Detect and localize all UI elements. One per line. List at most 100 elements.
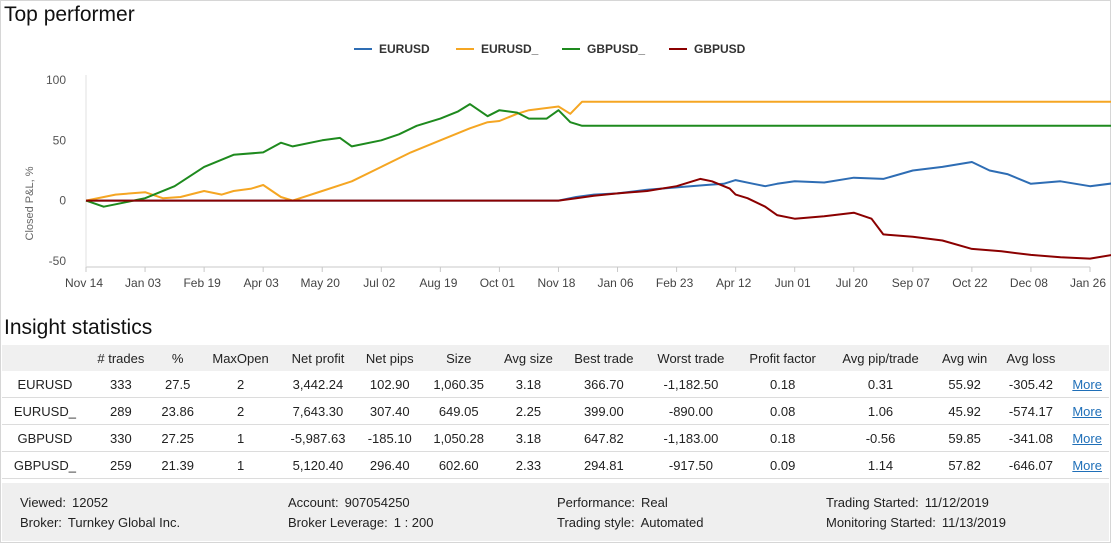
stat-cell: 307.40 bbox=[356, 397, 424, 425]
stat-cell: -917.50 bbox=[644, 451, 737, 479]
more-cell: More bbox=[1065, 397, 1109, 425]
stats-header-11: Avg pip/trade bbox=[828, 345, 933, 371]
stats-header-0 bbox=[2, 345, 88, 371]
stat-cell: 3,442.24 bbox=[279, 371, 357, 398]
series-line-eurusd-underscore bbox=[85, 100, 1111, 202]
broker-value: Turnkey Global Inc. bbox=[67, 515, 181, 530]
stat-cell: 1,060.35 bbox=[423, 371, 495, 398]
symbol-cell: EURUSD_ bbox=[2, 397, 88, 425]
x-tick-label: Sep 07 bbox=[892, 276, 930, 290]
stats-header-6: Size bbox=[423, 345, 495, 371]
x-tick-label: Jan 06 bbox=[598, 276, 634, 290]
leverage-label: Broker Leverage: bbox=[288, 515, 388, 530]
stat-cell: 7,643.30 bbox=[279, 397, 357, 425]
x-tick-label: Apr 12 bbox=[716, 276, 752, 290]
stats-header-3: MaxOpen bbox=[201, 345, 280, 371]
more-link[interactable]: More bbox=[1072, 376, 1102, 392]
table-row: GBPUSD_ 259 21.39 1 5,120.40 296.40 602.60 2.33… bbox=[2, 451, 1109, 479]
stat-cell: -341.08 bbox=[996, 424, 1066, 452]
x-tick-label: Apr 03 bbox=[243, 276, 279, 290]
x-tick-label: Oct 01 bbox=[480, 276, 516, 290]
y-tick-label: -50 bbox=[49, 254, 67, 268]
more-link[interactable]: More bbox=[1072, 457, 1102, 473]
stats-header-5: Net pips bbox=[356, 345, 424, 371]
stat-cell: -646.07 bbox=[996, 451, 1066, 479]
stats-header-10: Profit factor bbox=[736, 345, 829, 371]
monitoring-started-label: Monitoring Started: bbox=[826, 515, 936, 530]
x-tick-label: Jan 26 bbox=[1070, 276, 1106, 290]
stat-cell: 0.31 bbox=[828, 371, 933, 398]
stats-table: # trades% MaxOpen Net profit Net pips Size Av… bbox=[2, 345, 1109, 479]
account-label: Account: bbox=[288, 495, 339, 510]
stat-cell: -1,183.00 bbox=[644, 424, 737, 452]
performance-info: Performance: Real bbox=[557, 495, 668, 510]
x-tick-label: Feb 23 bbox=[656, 276, 694, 290]
stat-cell: 366.70 bbox=[562, 371, 645, 398]
x-tick-label: Feb 19 bbox=[183, 276, 221, 290]
stat-cell: 102.90 bbox=[356, 371, 424, 398]
symbol-cell: EURUSD bbox=[2, 371, 88, 398]
x-tick-label: Jul 02 bbox=[363, 276, 395, 290]
stat-cell: 294.81 bbox=[562, 451, 645, 479]
stat-cell: 5,120.40 bbox=[279, 451, 357, 479]
x-tick-label: Dec 08 bbox=[1010, 276, 1048, 290]
broker-info: Broker: Turnkey Global Inc. bbox=[20, 515, 180, 530]
stat-cell: 57.82 bbox=[932, 451, 997, 479]
stat-cell: -0.56 bbox=[828, 424, 933, 452]
y-tick-label: 50 bbox=[53, 133, 67, 147]
monitoring-started-info: Monitoring Started: 11/13/2019 bbox=[826, 515, 1006, 530]
table-row: EURUSD_ 289 23.86 2 7,643.30 307.40 649.05 2.25… bbox=[2, 397, 1109, 425]
viewed-value: 12052 bbox=[72, 495, 109, 510]
more-cell: More bbox=[1065, 424, 1109, 452]
stats-header-1: # trades bbox=[87, 345, 154, 371]
stat-cell: 27.5 bbox=[153, 371, 202, 398]
broker-label: Broker: bbox=[20, 515, 62, 530]
symbol-cell: GBPUSD_ bbox=[2, 451, 88, 479]
account-info: Account: 907054250 bbox=[288, 495, 410, 510]
performance-chart: 100 50 0 -50 Closed P&L, % Nov 14 Jan 03 Feb 19… bbox=[24, 42, 1111, 290]
more-link[interactable]: More bbox=[1072, 403, 1102, 419]
stat-cell: -1,182.50 bbox=[644, 371, 737, 398]
stat-cell: 59.85 bbox=[932, 424, 997, 452]
trading-started-info: Trading Started: 11/12/2019 bbox=[826, 495, 989, 510]
stat-cell: 21.39 bbox=[153, 451, 202, 479]
performance-label: Performance: bbox=[557, 495, 636, 510]
stat-cell: -574.17 bbox=[996, 397, 1066, 425]
stats-header-13: Avg loss bbox=[996, 345, 1066, 371]
series-line-gbpusd bbox=[86, 177, 1111, 260]
stat-cell: 289 bbox=[87, 397, 154, 425]
stat-cell: 0.08 bbox=[736, 397, 829, 425]
stat-cell: -305.42 bbox=[996, 371, 1066, 398]
x-tick-label: Nov 18 bbox=[537, 276, 575, 290]
x-tick-label: May 20 bbox=[301, 276, 341, 290]
account-info-footer: Viewed: 12052 Broker: Turnkey Global Inc. … bbox=[2, 483, 1109, 541]
stat-cell: 2.33 bbox=[494, 451, 563, 479]
trading-style-label: Trading style: bbox=[557, 515, 635, 530]
more-cell: More bbox=[1065, 451, 1109, 479]
stat-cell: 602.60 bbox=[423, 451, 495, 479]
stat-cell: -185.10 bbox=[356, 424, 424, 452]
monitoring-started-value: 11/13/2019 bbox=[941, 515, 1006, 530]
stat-cell: -890.00 bbox=[644, 397, 737, 425]
stats-header-14 bbox=[1065, 345, 1109, 371]
trading-started-value: 11/12/2019 bbox=[924, 495, 989, 510]
stat-cell: 55.92 bbox=[932, 371, 997, 398]
stats-header-row: # trades% MaxOpen Net profit Net pips Size Av… bbox=[2, 345, 1109, 371]
y-axis-label: Closed P&L, % bbox=[24, 166, 36, 240]
x-tick-label: Jan 03 bbox=[125, 276, 161, 290]
stat-cell: 27.25 bbox=[153, 424, 202, 452]
leverage-info: Broker Leverage: 1 : 200 bbox=[288, 515, 434, 530]
more-link[interactable]: More bbox=[1072, 430, 1102, 446]
stat-cell: 2 bbox=[201, 397, 280, 425]
stat-cell: 1.14 bbox=[828, 451, 933, 479]
stat-cell: 2.25 bbox=[494, 397, 563, 425]
trading-started-label: Trading Started: bbox=[826, 495, 919, 510]
viewed-label: Viewed: bbox=[20, 495, 67, 510]
stat-cell: 1 bbox=[201, 451, 280, 479]
stat-cell: 649.05 bbox=[423, 397, 495, 425]
stats-header-12: Avg win bbox=[932, 345, 997, 371]
stat-cell: 3.18 bbox=[494, 424, 563, 452]
account-value: 907054250 bbox=[344, 495, 410, 510]
viewed-info: Viewed: 12052 bbox=[20, 495, 108, 510]
symbol-cell: GBPUSD bbox=[2, 424, 88, 452]
